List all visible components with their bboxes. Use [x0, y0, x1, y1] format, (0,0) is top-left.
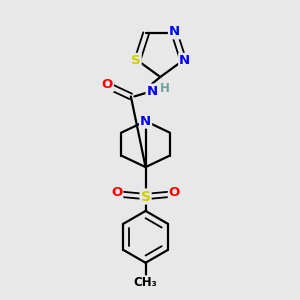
- Text: N: N: [179, 54, 190, 67]
- Text: O: O: [111, 186, 122, 199]
- Text: O: O: [169, 186, 180, 199]
- Text: S: S: [131, 54, 141, 67]
- Text: CH₃: CH₃: [134, 276, 158, 289]
- Text: H: H: [160, 82, 170, 95]
- Text: O: O: [102, 78, 113, 91]
- Text: N: N: [146, 85, 158, 98]
- Text: N: N: [140, 115, 151, 128]
- Text: S: S: [141, 190, 151, 203]
- Text: N: N: [169, 25, 180, 38]
